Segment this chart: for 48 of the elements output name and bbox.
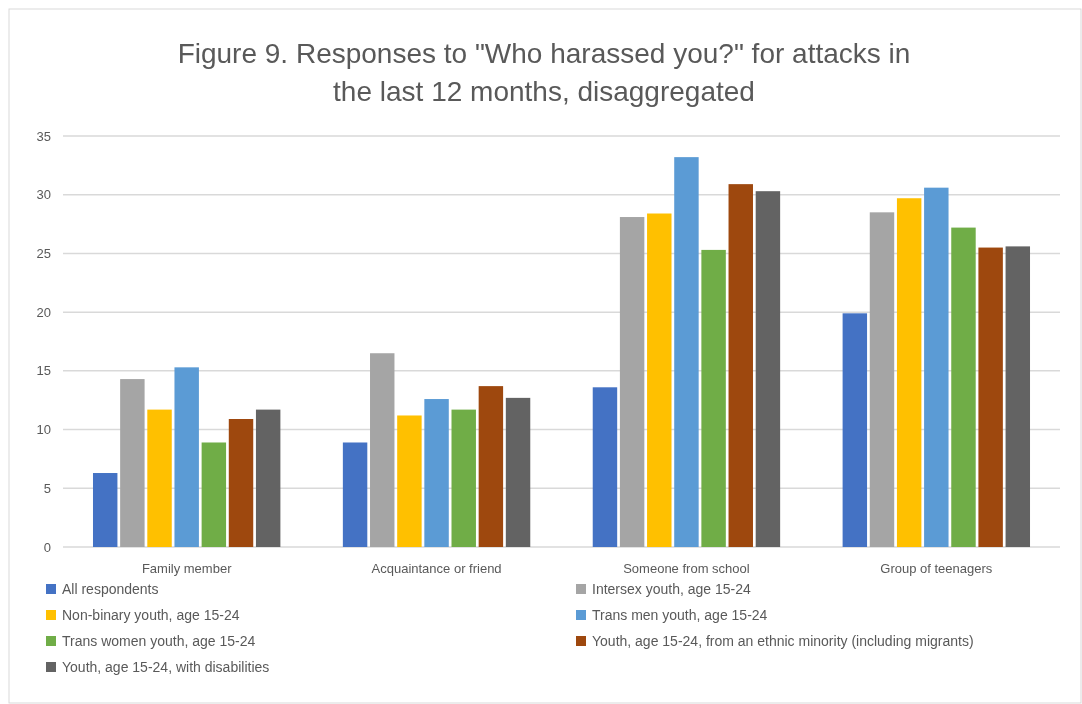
legend-label: Intersex youth, age 15-24 [592,580,751,597]
legend-label: Non-binary youth, age 15-24 [62,606,240,623]
bar [592,387,618,547]
bar [755,191,781,547]
bar [370,353,395,547]
y-tick-label: 30 [36,187,51,203]
bar [228,419,254,547]
chart-title: Figure 9. Responses to "Who harassed you?" for attacks in the last 12 months, disaggregated [177,38,911,107]
x-tick-label: Acquaintance or friend [371,561,502,576]
legend-label: All respondents [62,580,159,597]
legend-label: Youth, age 15-24, with disabilities [62,658,270,675]
bar [1005,246,1031,547]
bar [978,247,1003,547]
bar [869,212,895,547]
y-tick-label: 35 [36,128,51,144]
bar [478,386,504,547]
y-tick-label: 0 [43,539,51,555]
bar [728,184,753,547]
bar [924,187,949,547]
legend-label: Youth, age 15-24, from an ethnic minority (including migrants) [592,632,974,649]
y-tick-label: 15 [36,363,51,379]
y-tick-label: 10 [36,422,51,438]
legend-label: Trans women youth, age 15-24 [62,632,256,649]
bar [896,198,922,547]
y-tick-label: 5 [43,480,51,496]
bar [342,442,368,547]
bar [201,442,227,547]
legend-label: Trans men youth, age 15-24 [592,606,768,623]
bar [174,367,199,547]
bar [701,249,726,547]
bar [92,473,118,547]
bar [674,157,699,547]
bar [647,213,672,547]
bar [255,409,281,547]
bar [397,415,422,547]
bar [147,409,172,547]
y-tick-label: 25 [36,245,51,261]
x-tick-label: Group of teenagers [880,561,993,576]
bar [120,379,145,547]
bar [451,409,476,547]
x-tick-label: Family member [141,561,233,576]
bar [951,227,976,547]
bar [619,217,645,547]
bar [842,313,868,547]
bar [424,399,449,547]
y-tick-label: 20 [36,304,51,320]
bar [505,397,531,547]
x-tick-label: Someone from school [623,561,750,576]
